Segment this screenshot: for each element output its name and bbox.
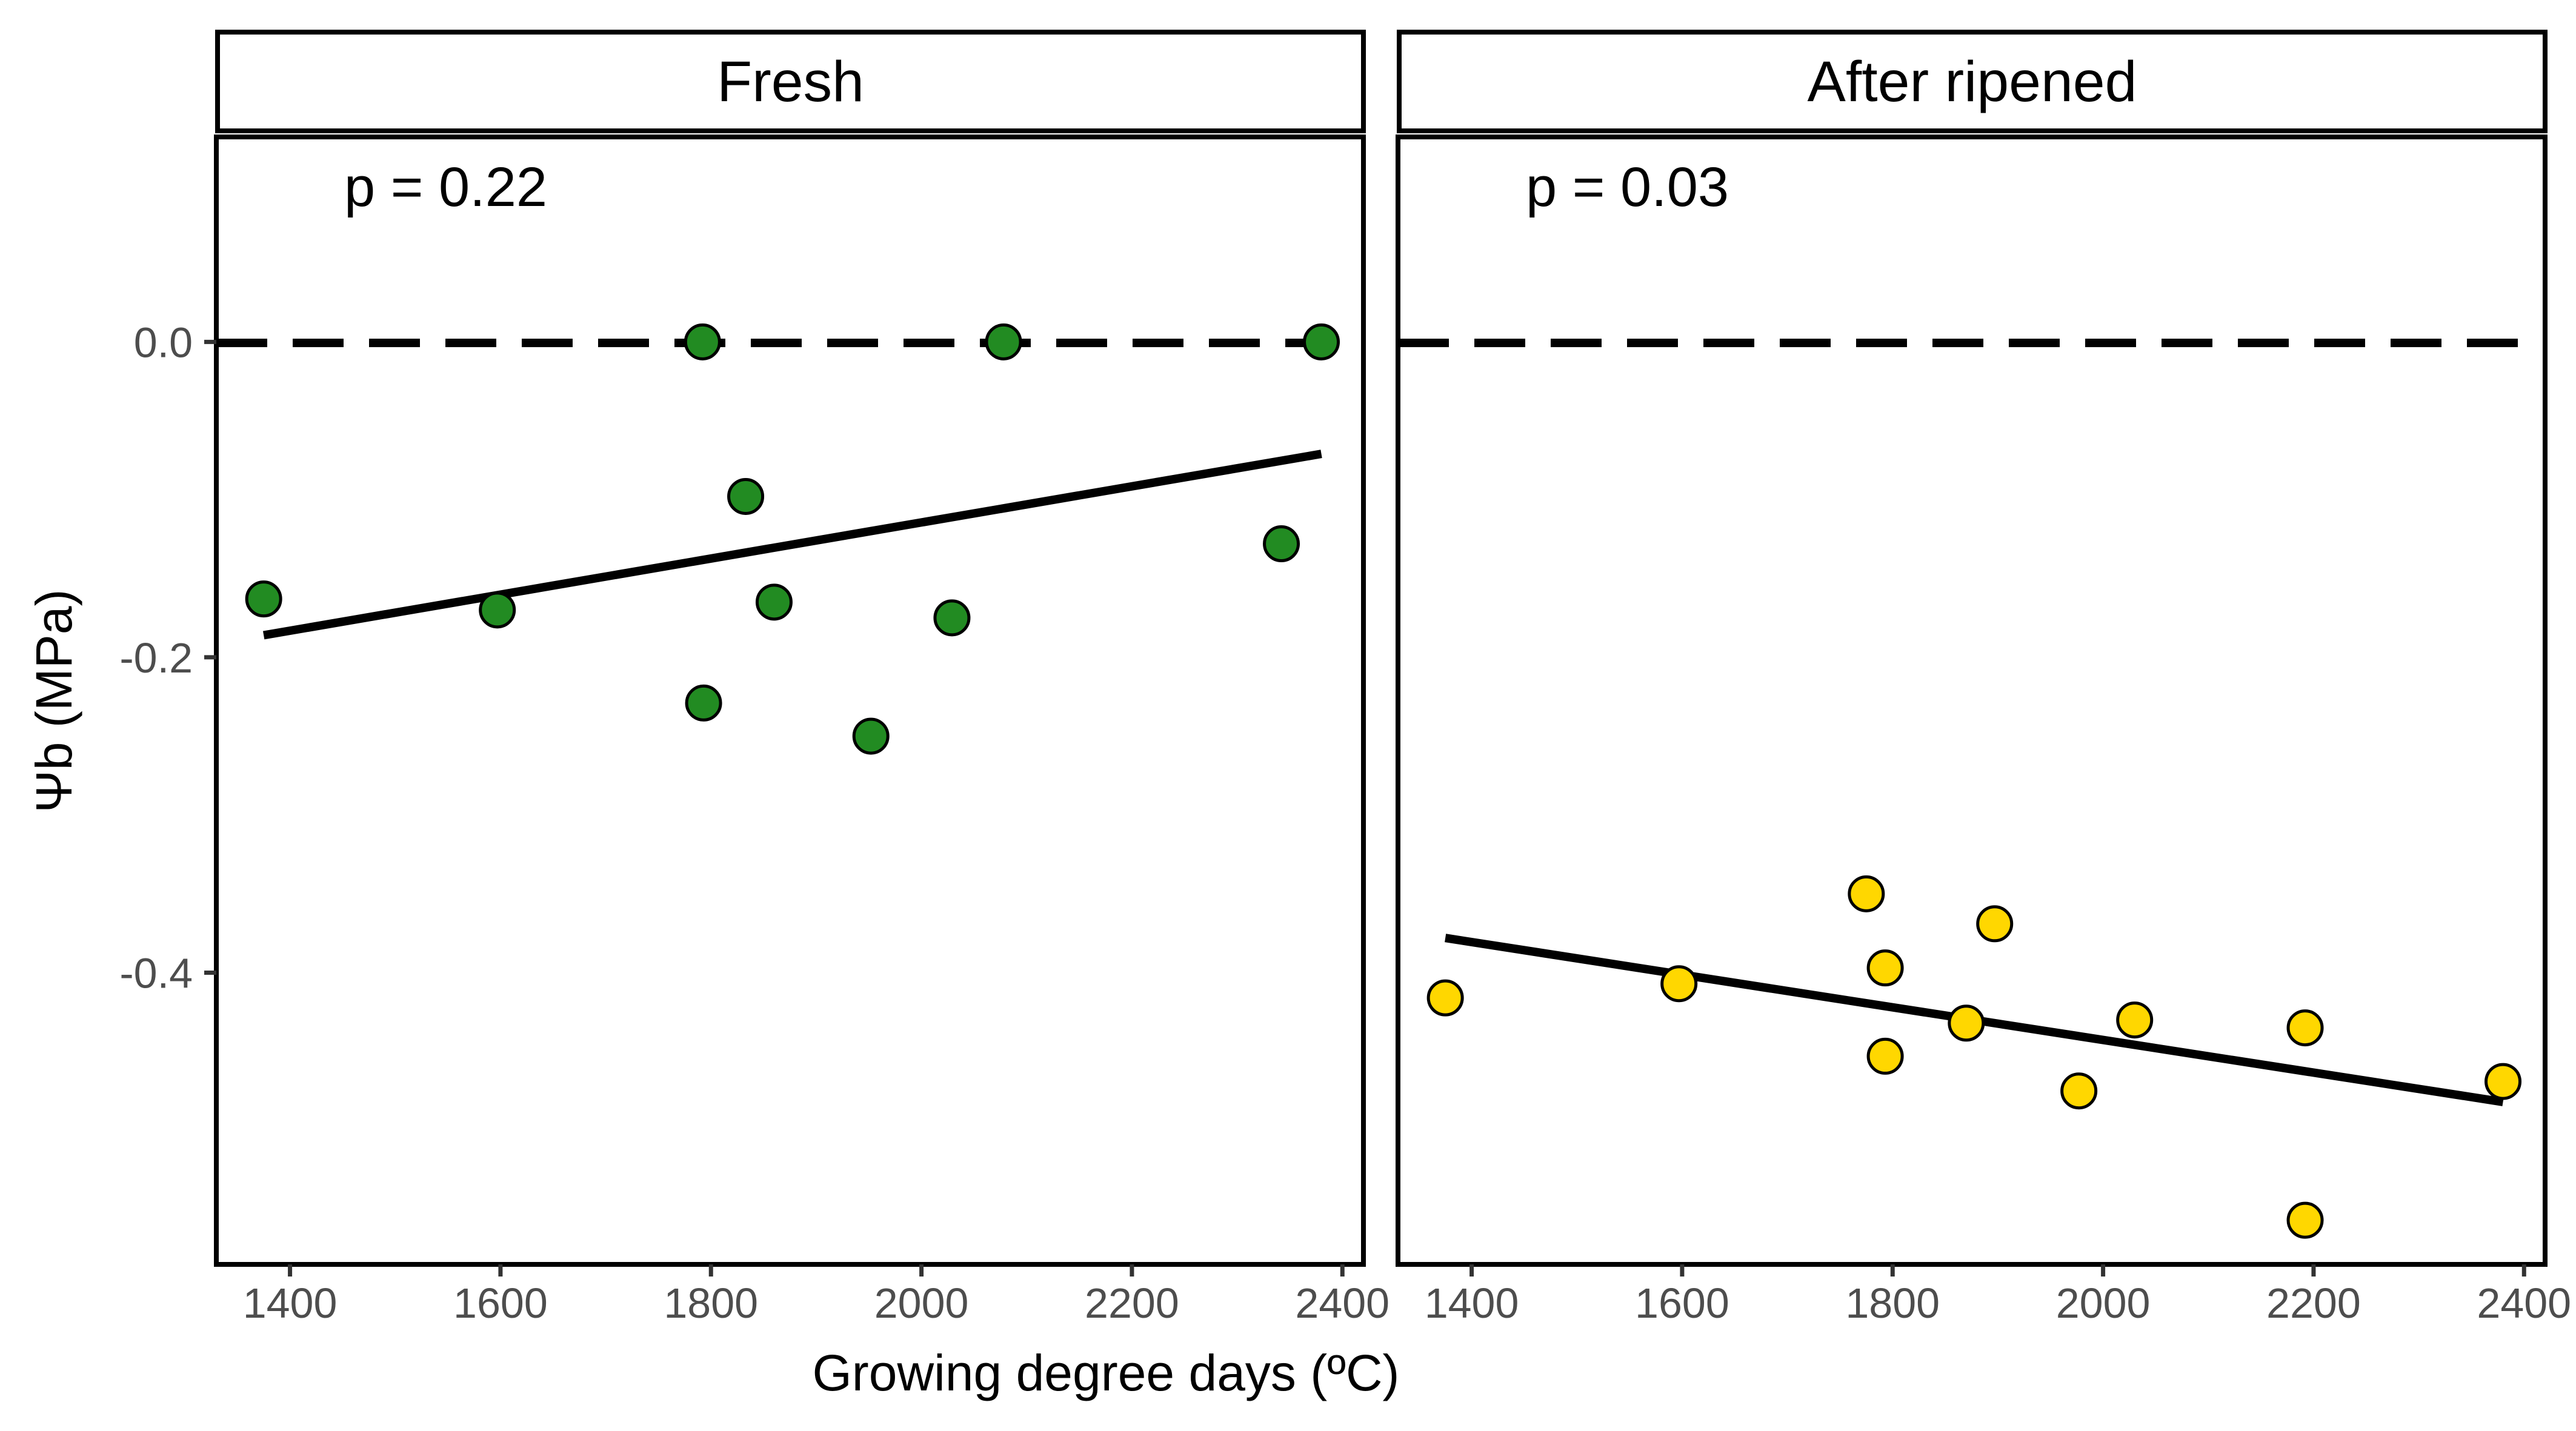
x-tick-label-fresh: 2000 (874, 1280, 969, 1327)
data-point-after-ripened-4 (1866, 1037, 1904, 1075)
strip-label-after-ripened: After ripened (1808, 50, 2137, 114)
x-tick-label-fresh: 2400 (1295, 1280, 1390, 1327)
data-point-after-ripened-5 (1948, 1004, 1985, 1042)
points-fresh-group (245, 323, 1340, 755)
strip-label-fresh: Fresh (717, 50, 864, 114)
data-point-fresh-2 (684, 323, 721, 360)
p-value-fresh: p = 0.22 (344, 156, 547, 218)
data-point-after-ripened-2 (1848, 875, 1885, 912)
x-tick-label-fresh: 1400 (243, 1280, 338, 1327)
data-point-after-ripened-0 (1426, 979, 1464, 1017)
data-point-fresh-6 (852, 717, 890, 755)
panel-after-ripened: After ripened p = 0.03 (1396, 30, 2548, 1267)
data-point-fresh-10 (1303, 323, 1340, 360)
data-point-fresh-0 (245, 580, 282, 618)
data-point-after-ripened-3 (1866, 949, 1904, 987)
x-tick-label-fresh: 1800 (664, 1280, 758, 1327)
regression-line-fresh (262, 450, 1322, 640)
y-axis-title: Ψb (MPa) (25, 589, 82, 813)
x-tick-label-fresh: 2200 (1085, 1280, 1179, 1327)
data-point-after-ripened-9 (2286, 1009, 2324, 1047)
data-point-fresh-9 (1263, 525, 1300, 563)
strip-fresh (215, 30, 1366, 133)
data-point-fresh-1 (479, 591, 516, 629)
data-point-after-ripened-11 (2484, 1063, 2522, 1100)
x-tick-label-after-ripened: 1600 (1635, 1280, 1729, 1327)
data-point-after-ripened-8 (2116, 1001, 2154, 1039)
x-axis-fresh: 1400 1600 1800 2000 2200 2400 (216, 1262, 1390, 1327)
data-point-fresh-8 (985, 323, 1022, 360)
x-tick-label-after-ripened: 2000 (2056, 1280, 2151, 1327)
fit-line-fresh-group (262, 450, 1322, 640)
data-point-fresh-5 (755, 583, 793, 621)
data-point-fresh-3 (685, 684, 722, 722)
y-tick-label: -0.2 (119, 634, 193, 682)
x-axis-title: Growing degree days (ºC) (812, 1344, 1399, 1401)
points-after-ripened-group (1426, 875, 2522, 1239)
x-tick-label-fresh: 1600 (453, 1280, 548, 1327)
x-tick-label-after-ripened: 2200 (2266, 1280, 2361, 1327)
y-axis: 0.0 -0.2 -0.4 (119, 137, 219, 1264)
x-tick-label-after-ripened: 2400 (2477, 1280, 2571, 1327)
panel-fresh: Fresh p = 0.22 (214, 30, 1366, 1267)
data-point-fresh-4 (727, 477, 765, 515)
strip-after-ripened (1397, 30, 2548, 133)
x-axis-after-ripened: 1400 1600 1800 2000 2200 2400 (1398, 1262, 2571, 1327)
x-tick-label-after-ripened: 1400 (1425, 1280, 1519, 1327)
data-point-after-ripened-1 (1660, 965, 1698, 1003)
data-point-after-ripened-6 (1976, 905, 2014, 943)
y-tick-label: 0.0 (134, 319, 193, 366)
p-value-after-ripened: p = 0.03 (1526, 156, 1729, 218)
x-tick-label-after-ripened: 1800 (1845, 1280, 1940, 1327)
data-point-fresh-7 (933, 599, 971, 637)
y-tick-label: -0.4 (119, 949, 193, 997)
data-point-after-ripened-10 (2286, 1201, 2324, 1239)
data-point-after-ripened-7 (2060, 1072, 2098, 1110)
